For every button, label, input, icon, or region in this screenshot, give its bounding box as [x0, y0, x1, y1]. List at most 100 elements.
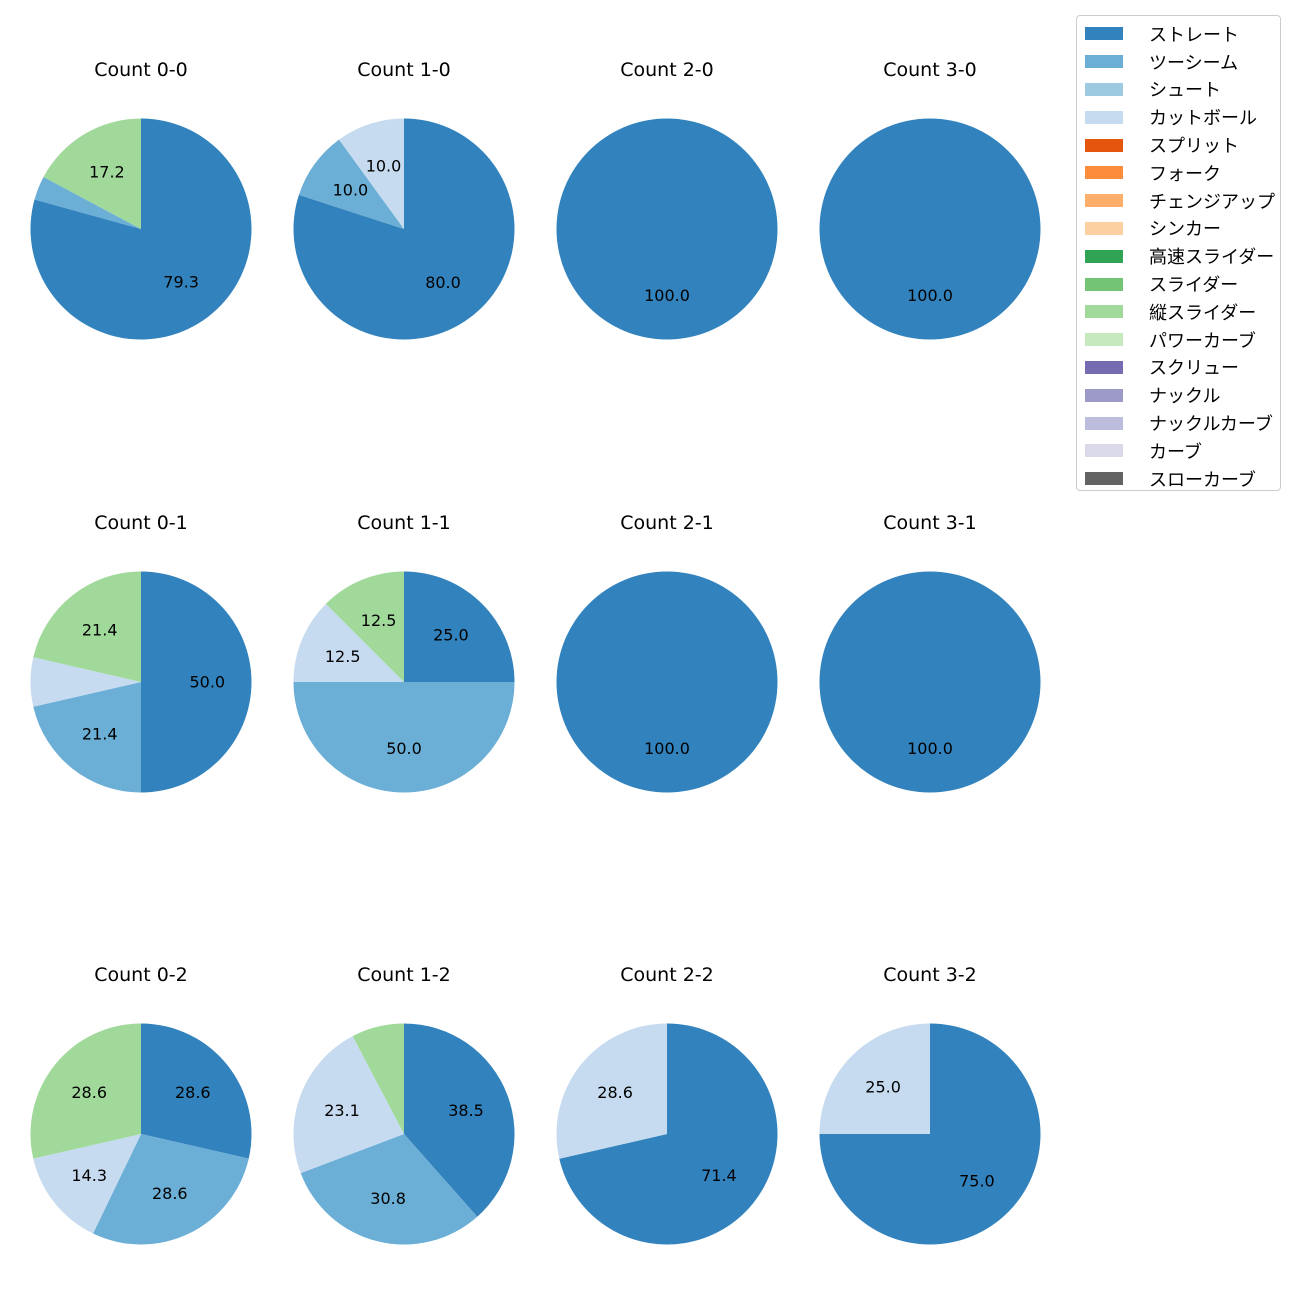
legend-swatch	[1085, 166, 1123, 180]
legend-label: スプリット	[1149, 136, 1239, 158]
pie-7: Count 2-1 100.0	[556, 512, 778, 793]
pie-slice	[293, 118, 515, 340]
pie-slice-label: 25.0	[433, 626, 469, 645]
legend-item: パワーカーブ	[1077, 326, 1280, 354]
pie-slice	[33, 682, 142, 793]
chart-legend: ストレート ツーシーム シュート カットボール スプリット フォーク チェンジアップ シンカー…	[1076, 15, 1281, 491]
pie-2: Count 1-0 80.0 10.0 10.0	[293, 59, 515, 340]
pie-slice	[300, 1134, 478, 1245]
pie-slice-label: 10.0	[333, 181, 369, 200]
legend-swatch	[1085, 138, 1123, 152]
pie-slice	[141, 571, 252, 793]
pie-slice-label: 100.0	[907, 739, 953, 758]
pie-4: Count 3-0 100.0	[819, 59, 1041, 340]
pie-slice	[293, 1036, 404, 1174]
pie-slice-label: 28.6	[175, 1083, 211, 1102]
pie-title: Count 1-0	[357, 59, 451, 81]
legend-label: フォーク	[1149, 163, 1221, 185]
pie-slice-label: 21.4	[82, 621, 118, 640]
pie-slice	[43, 118, 142, 229]
pie-10: Count 1-2 38.5 30.8 23.1	[293, 964, 515, 1245]
pie-slice	[556, 118, 778, 340]
legend-swatch	[1085, 472, 1123, 486]
pie-5: Count 0-1 50.0 21.4 21.4	[30, 512, 252, 793]
pie-slice-label: 23.1	[324, 1101, 360, 1120]
legend-label: シンカー	[1149, 219, 1221, 241]
pie-slice	[293, 603, 404, 682]
legend-label: 縦スライダー	[1149, 302, 1257, 324]
legend-item: シンカー	[1077, 215, 1280, 243]
legend-item: シュート	[1077, 76, 1280, 104]
pie-title: Count 0-1	[94, 512, 188, 534]
pie-title: Count 1-1	[357, 512, 451, 534]
legend-swatch	[1085, 221, 1123, 235]
pie-slice-label: 28.6	[152, 1184, 188, 1203]
legend-item: スプリット	[1077, 131, 1280, 159]
legend-swatch	[1085, 55, 1123, 69]
pie-slice	[819, 571, 1041, 793]
pie-slice-label: 50.0	[386, 739, 422, 758]
pie-title: Count 3-1	[883, 512, 977, 534]
legend-label: カーブ	[1149, 441, 1202, 463]
pie-slice	[30, 1023, 141, 1159]
legend-label: ナックルカーブ	[1149, 414, 1273, 436]
pie-slice-label: 38.5	[448, 1101, 484, 1120]
pie-slice	[339, 118, 404, 229]
legend-item: ナックルカーブ	[1077, 409, 1280, 437]
pie-title: Count 2-1	[620, 512, 714, 534]
pie-slice	[293, 682, 515, 793]
legend-swatch	[1085, 249, 1123, 263]
pie-slice-label: 50.0	[189, 673, 225, 692]
legend-swatch	[1085, 416, 1123, 430]
pie-6: Count 1-1 25.0 50.0 12.512.5	[293, 512, 515, 793]
pie-slice-label: 28.6	[597, 1083, 633, 1102]
pie-slice-label: 28.6	[71, 1083, 107, 1102]
pie-title: Count 3-0	[883, 59, 977, 81]
legend-swatch	[1085, 27, 1123, 41]
legend-label: ナックル	[1149, 386, 1221, 408]
legend-label: パワーカーブ	[1149, 330, 1256, 352]
legend-swatch	[1085, 360, 1123, 374]
pie-slice	[30, 118, 252, 340]
legend-label: ストレート	[1149, 24, 1239, 46]
pie-title: Count 3-2	[883, 964, 977, 986]
pie-slice	[559, 1023, 778, 1245]
legend-label: シュート	[1149, 80, 1221, 102]
pie-slice-label: 17.2	[89, 163, 125, 182]
pie-slice-label: 12.5	[361, 611, 397, 630]
legend-label: スローカーブ	[1149, 469, 1256, 491]
legend-swatch	[1085, 305, 1123, 319]
legend-item: カーブ	[1077, 437, 1280, 465]
legend-label: ツーシーム	[1149, 52, 1239, 74]
pie-title: Count 1-2	[357, 964, 451, 986]
pie-12: Count 3-2 75.0 25.0	[819, 964, 1041, 1245]
pie-slice	[298, 139, 404, 229]
pie-slice-label: 12.5	[325, 647, 361, 666]
pie-8: Count 3-1 100.0	[819, 512, 1041, 793]
legend-swatch	[1085, 110, 1123, 124]
pie-1: Count 0-0 79.3 17.2	[30, 59, 252, 340]
pie-slice	[141, 1023, 252, 1159]
pie-title: Count 2-2	[620, 964, 714, 986]
pie-slice	[34, 176, 142, 229]
pie-slice-label: 14.3	[71, 1166, 107, 1185]
legend-item: フォーク	[1077, 159, 1280, 187]
pie-slice	[819, 118, 1041, 340]
pie-slice	[404, 571, 515, 682]
pie-slice-label: 100.0	[644, 286, 690, 305]
pie-slice	[556, 1023, 667, 1159]
legend-label: チェンジアップ	[1149, 191, 1275, 213]
legend-item: ツーシーム	[1077, 48, 1280, 76]
pie-slice-label: 10.0	[366, 156, 402, 175]
pie-slice	[33, 571, 142, 682]
pie-title: Count 0-2	[94, 964, 188, 986]
pie-slice	[819, 1023, 1041, 1245]
pie-slice	[30, 657, 141, 707]
pie-slice-label: 25.0	[865, 1078, 901, 1097]
pie-11: Count 2-2 71.4 28.6	[556, 964, 778, 1245]
pie-slice	[404, 1023, 515, 1217]
legend-swatch	[1085, 388, 1123, 402]
legend-swatch	[1085, 333, 1123, 347]
pie-slice	[556, 571, 778, 793]
